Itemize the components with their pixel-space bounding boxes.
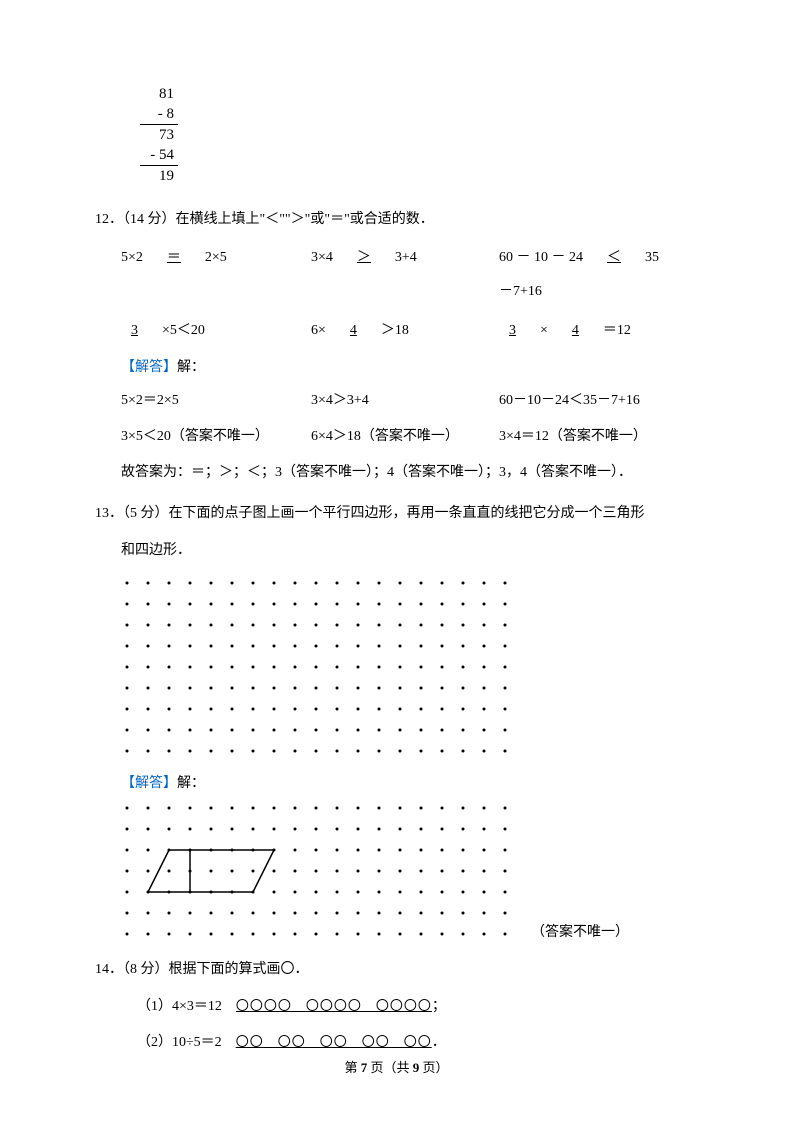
- q14-l2-circles: 〇〇 〇〇 〇〇 〇〇 〇〇: [236, 1034, 432, 1049]
- q12-ans-row2: 3×5＜20（答案不唯一） 6×4＞18（答案不唯一） 3×4＝12（答案不唯一…: [121, 420, 698, 454]
- q13-note: （答案不唯一）: [531, 921, 629, 941]
- q12-row1: 5×2 ＝ 2×5 3×4 ＞ 3+4 60 － 10 － 24 ＜ 35 －7…: [121, 241, 698, 308]
- q12-summary: 故答案为：＝；＞；＜；3（答案不唯一）；4（答案不唯一）；3，4（答案不唯一）．: [121, 459, 698, 487]
- q14-l1-pre: （1）4×3＝12: [137, 999, 236, 1014]
- q12-a2-c: 3×4＝12（答案不唯一）: [499, 420, 669, 454]
- q13-header2: 和四边形．: [121, 536, 698, 567]
- q12-a2-a: 3×5＜20（答案不唯一）: [121, 420, 311, 454]
- q12-r1-c: 60 － 10 － 24 ＜ 35 －7+16: [499, 241, 669, 308]
- q14-line1: （1）4×3＝12 〇〇〇〇 〇〇〇〇 〇〇〇〇；: [137, 992, 698, 1023]
- sub-line: 73: [140, 126, 174, 146]
- label-text: 【解答】: [121, 360, 177, 375]
- page-footer: 第 7 页（共 9 页）: [0, 1057, 793, 1076]
- q14-header: 14．（8 分）根据下面的算式画〇．: [95, 955, 698, 986]
- q12-row2: 3 ×5＜20 6× 4 ＞18 3 × 4 ＝12: [121, 314, 698, 348]
- q12-header: 12．（14 分）在横线上填上"＜""＞"或"＝"或合适的数．: [95, 205, 698, 236]
- q14-l1-post: ；: [432, 999, 446, 1014]
- dot-grid-1: [121, 577, 698, 762]
- footer-post: 页）: [419, 1060, 448, 1075]
- colon: 解：: [177, 776, 205, 791]
- sub-line: - 54: [140, 146, 174, 166]
- q14-l2-pre: （2）10÷5＝2: [137, 1035, 236, 1050]
- q14-line2: （2）10÷5＝2 〇〇 〇〇 〇〇 〇〇 〇〇．: [137, 1028, 698, 1059]
- q12-a2-b: 6×4＞18（答案不唯一）: [311, 420, 499, 454]
- q12-r1-a: 5×2 ＝ 2×5: [121, 241, 311, 275]
- q13-answer-label: 【解答】解：: [121, 772, 698, 792]
- q13-header: 13．（5 分）在下面的点子图上画一个平行四边形，再用一条直直的线把它分成一个三…: [95, 499, 698, 530]
- dot-grid-svg: [121, 577, 511, 757]
- q12-r2-a: 3 ×5＜20: [121, 314, 311, 348]
- q12-r2-c: 3 × 4 ＝12: [499, 314, 669, 348]
- q14-l1-circles: 〇〇〇〇 〇〇〇〇 〇〇〇〇: [236, 998, 432, 1013]
- label-text: 【解答】: [121, 776, 177, 791]
- dot-grid-2: （答案不唯一）: [121, 802, 698, 945]
- dot-grid-svg-2: [121, 802, 511, 940]
- q12-answer-label: 【解答】解：: [121, 356, 698, 376]
- footer-mid: 页（共: [367, 1060, 413, 1075]
- q13-h1: 13．（5 分）在下面的点子图上画一个平行四边形，再用一条直直的线把它分成一个三…: [95, 506, 645, 521]
- sub-line: 81: [140, 85, 174, 105]
- sub-line: 19: [140, 167, 174, 187]
- vertical-subtraction: 81 - 8 73 - 54 19: [140, 85, 698, 187]
- footer-pre: 第: [344, 1060, 360, 1075]
- q12-a1-a: 5×2＝2×5: [121, 384, 311, 418]
- sub-line: - 8: [140, 105, 174, 125]
- q12-a1-c: 60－10－24＜35－7+16: [499, 384, 669, 418]
- q12-r1-b: 3×4 ＞ 3+4: [311, 241, 499, 275]
- q12-ans-row1: 5×2＝2×5 3×4＞3+4 60－10－24＜35－7+16: [121, 384, 698, 418]
- colon: 解：: [177, 360, 205, 375]
- q12-a1-b: 3×4＞3+4: [311, 384, 499, 418]
- q14-l2-post: ．: [432, 1035, 446, 1050]
- q12-r2-b: 6× 4 ＞18: [311, 314, 499, 348]
